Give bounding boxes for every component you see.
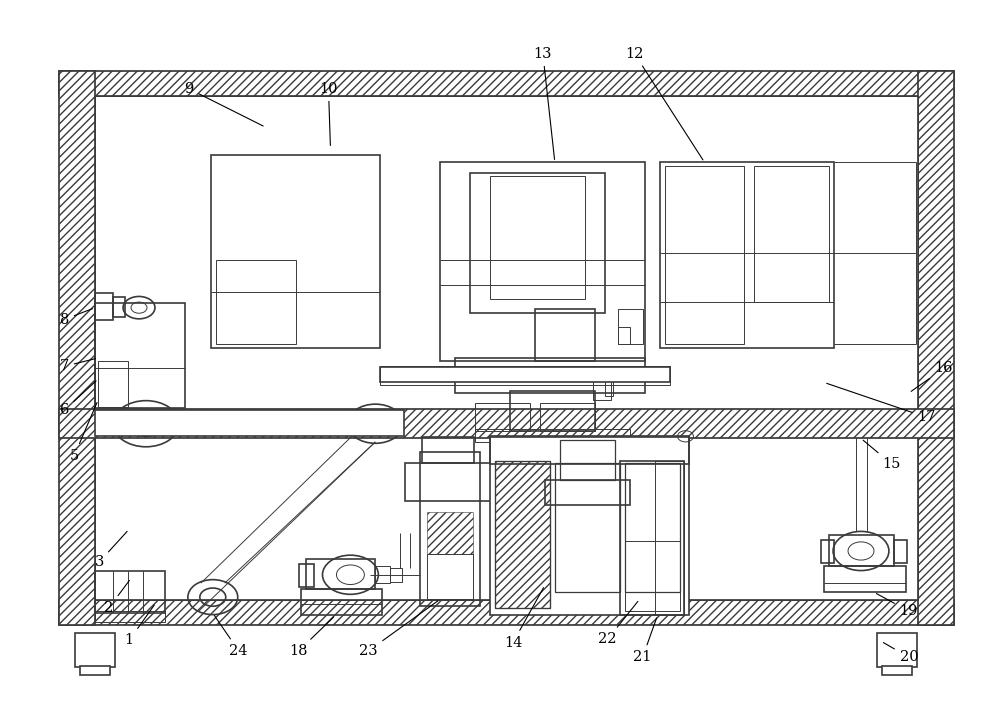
Text: 23: 23: [359, 601, 438, 658]
Bar: [495, 461, 550, 609]
Text: 13: 13: [534, 47, 555, 159]
Bar: [605, 381, 613, 397]
Bar: [894, 541, 907, 563]
Bar: [375, 566, 390, 583]
Text: 12: 12: [625, 47, 703, 160]
Bar: [918, 72, 954, 625]
Bar: [665, 166, 744, 344]
Bar: [380, 366, 670, 385]
Bar: [655, 461, 684, 616]
Bar: [299, 564, 314, 587]
Bar: [95, 96, 918, 600]
Bar: [95, 611, 165, 621]
Text: 17: 17: [827, 383, 936, 425]
Bar: [95, 96, 918, 600]
Bar: [420, 452, 480, 607]
Bar: [490, 437, 689, 616]
Bar: [754, 166, 829, 302]
Bar: [95, 411, 404, 437]
Text: 24: 24: [214, 616, 248, 658]
Bar: [405, 463, 495, 501]
Bar: [422, 437, 474, 463]
Bar: [95, 571, 165, 614]
Bar: [625, 541, 680, 611]
Bar: [306, 559, 375, 589]
Bar: [821, 541, 834, 563]
Bar: [59, 409, 954, 439]
Bar: [211, 155, 380, 347]
Bar: [882, 665, 912, 675]
Bar: [427, 554, 473, 600]
Text: 14: 14: [504, 588, 544, 649]
Text: 22: 22: [598, 602, 638, 646]
Bar: [593, 376, 611, 400]
Bar: [113, 297, 125, 317]
Text: 1: 1: [124, 605, 154, 647]
Text: 8: 8: [60, 309, 93, 326]
Bar: [80, 665, 110, 675]
Text: 21: 21: [633, 618, 657, 664]
Bar: [510, 391, 595, 432]
Bar: [59, 72, 954, 96]
Bar: [98, 362, 128, 407]
Bar: [59, 600, 954, 625]
Bar: [877, 633, 917, 667]
Text: 20: 20: [883, 642, 918, 664]
Bar: [380, 367, 670, 383]
Bar: [618, 309, 643, 344]
Bar: [470, 173, 605, 312]
Bar: [301, 589, 382, 616]
Text: 18: 18: [289, 617, 333, 658]
Bar: [59, 72, 95, 625]
Bar: [59, 409, 954, 439]
Bar: [829, 535, 894, 567]
Bar: [618, 326, 630, 344]
Bar: [455, 358, 645, 393]
Text: 10: 10: [319, 82, 338, 145]
Bar: [555, 463, 620, 592]
Bar: [918, 72, 954, 625]
Bar: [75, 633, 115, 667]
Bar: [625, 463, 680, 592]
Text: 7: 7: [60, 359, 95, 373]
Bar: [390, 568, 402, 582]
Bar: [824, 566, 906, 592]
Text: 16: 16: [911, 362, 953, 391]
Bar: [427, 512, 473, 554]
Bar: [475, 404, 530, 432]
Text: 3: 3: [94, 531, 127, 569]
Bar: [545, 480, 630, 505]
Text: 9: 9: [184, 82, 263, 126]
Bar: [620, 461, 684, 616]
Bar: [490, 176, 585, 298]
Bar: [540, 404, 595, 432]
Bar: [490, 437, 689, 464]
Bar: [535, 309, 595, 362]
Bar: [59, 600, 954, 625]
Bar: [95, 293, 113, 319]
Text: 5: 5: [70, 402, 97, 463]
Bar: [660, 162, 834, 347]
Text: 19: 19: [876, 594, 918, 618]
Text: 2: 2: [104, 581, 129, 615]
Bar: [95, 303, 185, 409]
Text: 15: 15: [863, 440, 901, 471]
Bar: [59, 72, 954, 96]
Bar: [216, 260, 296, 344]
Bar: [560, 439, 615, 480]
Bar: [59, 72, 95, 625]
Bar: [440, 162, 645, 362]
Text: 6: 6: [60, 381, 96, 418]
Bar: [475, 430, 630, 442]
Bar: [495, 461, 550, 609]
